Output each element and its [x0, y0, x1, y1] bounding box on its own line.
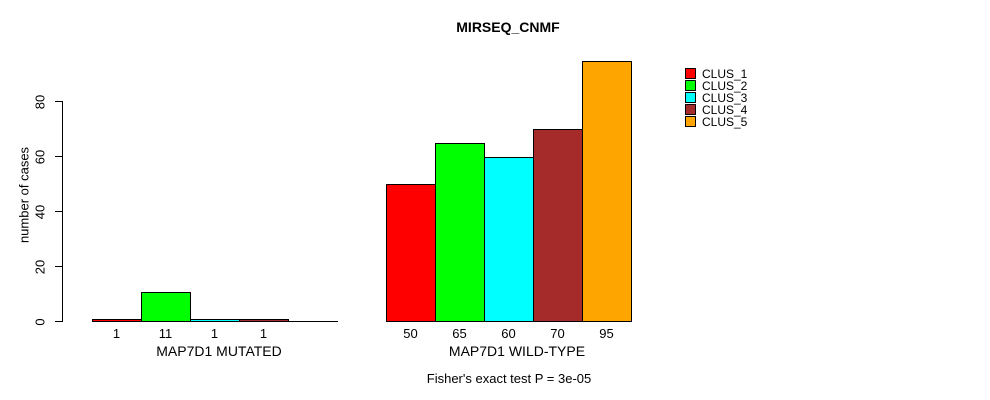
bar-value-label: 95 [599, 326, 614, 341]
legend-swatch-clus-5 [685, 116, 696, 127]
bar-clus-3 [484, 157, 534, 322]
bar-clus-5 [582, 61, 632, 322]
bar-clus-1 [92, 319, 142, 322]
y-tick-label: 0 [32, 317, 48, 326]
y-tick-label: 80 [32, 94, 48, 109]
bar-value-label: 1 [112, 326, 121, 341]
bar-clus-1 [386, 184, 436, 322]
legend-swatch-clus-1 [685, 68, 696, 79]
legend-label: CLUS_1 [702, 67, 748, 81]
legend-swatch-clus-4 [685, 104, 696, 115]
y-axis-line [62, 101, 63, 322]
x-axis-label-wildtype: MAP7D1 WILD-TYPE [448, 343, 586, 359]
legend-label: CLUS_4 [702, 103, 748, 117]
legend-label: CLUS_2 [702, 79, 748, 93]
legend-swatch-clus-3 [685, 92, 696, 103]
bar-clus-4 [239, 319, 289, 322]
x-axis-label-mutated: MAP7D1 MUTATED [156, 343, 282, 359]
y-tick [55, 101, 62, 102]
y-axis-label: number of cases [16, 146, 32, 244]
bar-clus-3 [190, 319, 240, 322]
y-tick-label: 20 [32, 259, 48, 274]
caption-fishers-test: Fisher's exact test P = 3e-05 [426, 371, 592, 386]
bar-value-label: 50 [403, 326, 418, 341]
y-tick-label: 60 [32, 149, 48, 164]
bar-clus-2 [435, 143, 485, 322]
y-tick [55, 211, 62, 212]
bar-value-label: 1 [259, 326, 268, 341]
bar-clus-2 [141, 292, 191, 322]
bar-value-label: 65 [452, 326, 467, 341]
bar-value-label: 1 [210, 326, 219, 341]
y-tick [55, 266, 62, 267]
y-tick [55, 156, 62, 157]
chart-title: MIRSEQ_CNMF [456, 19, 560, 35]
legend-label: CLUS_5 [702, 115, 748, 129]
bar-value-label: 60 [501, 326, 516, 341]
legend-label: CLUS_3 [702, 91, 748, 105]
y-tick-label: 40 [32, 204, 48, 219]
y-tick [55, 321, 62, 322]
bar-value-label: 11 [158, 326, 173, 341]
bar-clus-4 [533, 129, 583, 322]
bar-value-label: 70 [550, 326, 565, 341]
legend-swatch-clus-2 [685, 80, 696, 91]
